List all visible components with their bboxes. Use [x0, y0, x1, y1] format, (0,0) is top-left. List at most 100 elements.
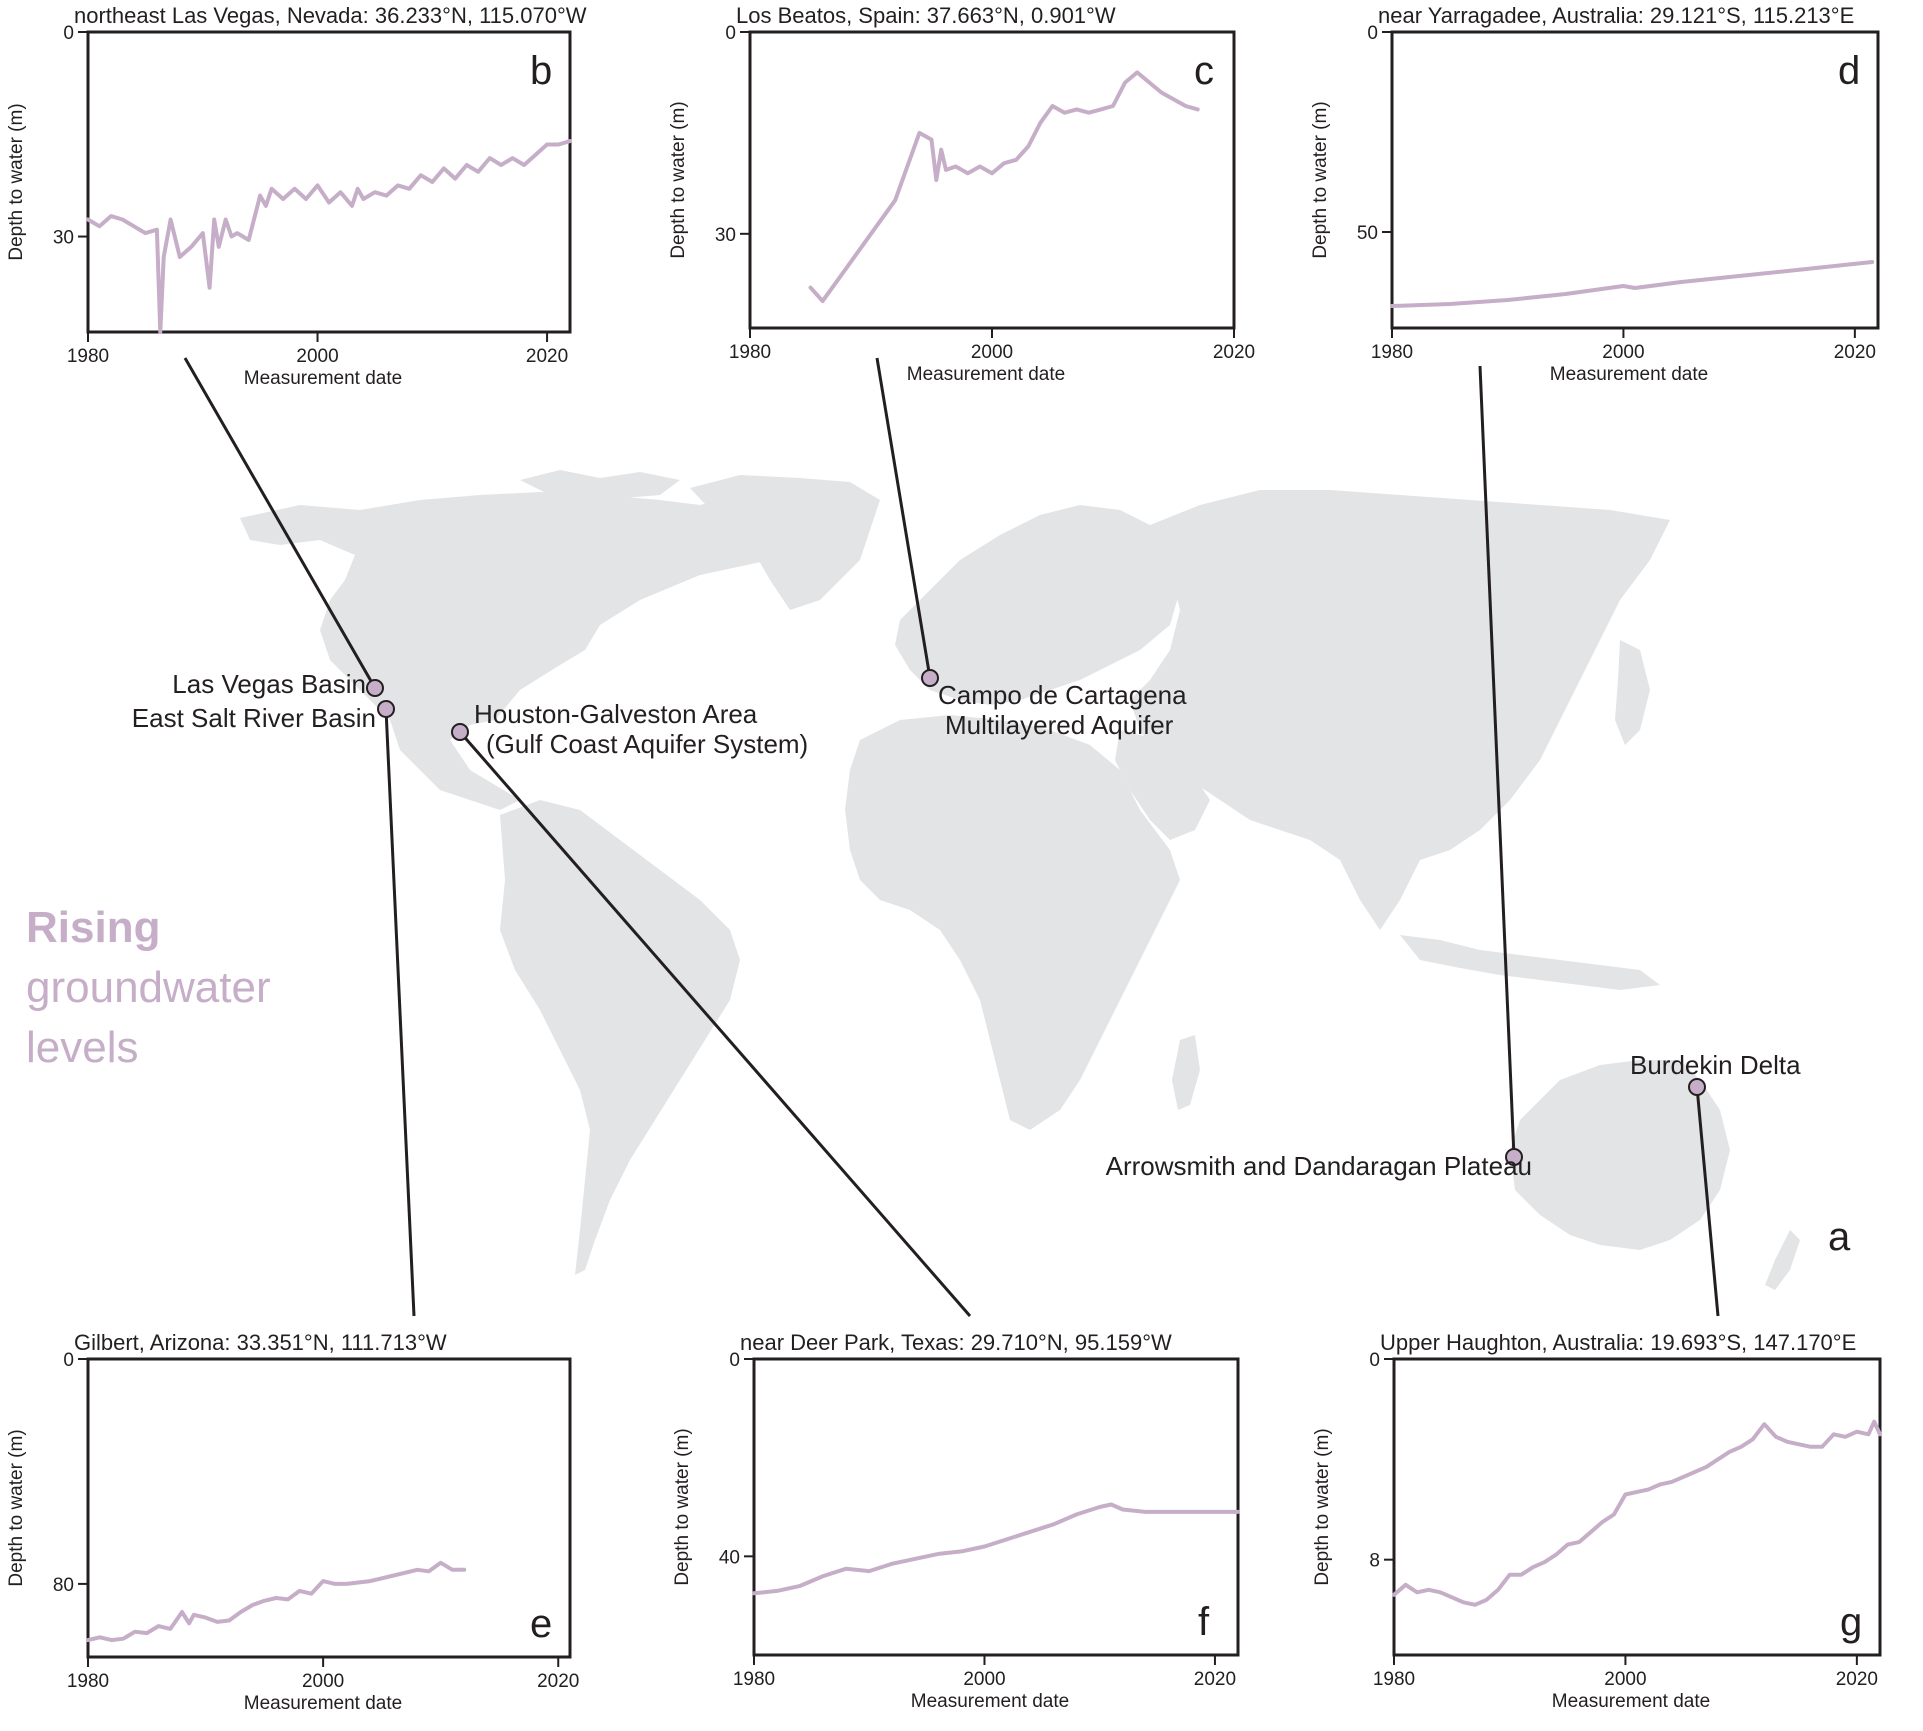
- chart-panels: northeast Las Vegas, Nevada: 36.233°N, 1…: [6, 3, 1882, 1714]
- y-axis-label-b: Depth to water (m): [6, 103, 27, 260]
- y-axis-label-d: Depth to water (m): [1310, 101, 1331, 258]
- chart-title-c: Los Beatos, Spain: 37.663°N, 0.901°W: [736, 3, 1116, 28]
- chart-panel-c: Los Beatos, Spain: 37.663°N, 0.901°W c 198…: [668, 3, 1255, 385]
- y-tick-label-d-0: 0: [1367, 23, 1378, 44]
- y-tick-label-g-0: 0: [1369, 1350, 1380, 1371]
- site-marker-arrowsmith[interactable]: [1505, 1148, 1523, 1166]
- legend: Rising groundwater levels: [26, 903, 271, 1072]
- site-label-arrowsmith: Arrowsmith and Dandaragan Plateau: [1106, 1151, 1532, 1181]
- x-tick-label-f-0: 1980: [733, 1669, 775, 1690]
- site-label-houston: Houston-Galveston Area: [474, 699, 758, 729]
- chart-title-g: Upper Haughton, Australia: 19.693°S, 147…: [1380, 1330, 1856, 1355]
- series-line-f: [752, 1502, 1240, 1596]
- y-tick-label-c-0: 0: [725, 23, 736, 44]
- x-tick-label-f-1: 2000: [963, 1669, 1005, 1690]
- x-tick-label-d-0: 1980: [1371, 342, 1413, 363]
- plot-frame-g: [1392, 1357, 1882, 1657]
- panel-letter-f: f: [1198, 1600, 1210, 1644]
- panel-letter-e: e: [530, 1602, 552, 1646]
- x-tick-label-d-1: 2000: [1602, 342, 1644, 363]
- chart-title-b: northeast Las Vegas, Nevada: 36.233°N, 1…: [74, 3, 587, 28]
- x-tick-label-b-1: 2000: [296, 346, 338, 367]
- x-axis-label-b: Measurement date: [244, 368, 402, 389]
- y-tick-label-c-1: 30: [715, 225, 736, 246]
- x-tick-label-f-2: 2020: [1194, 1669, 1236, 1690]
- sites: Las Vegas Basin East Salt River Basin Ho…: [132, 669, 1801, 1181]
- indonesia-landmass: [1400, 935, 1660, 990]
- x-tick-label-c-2: 2020: [1213, 342, 1255, 363]
- legend-line-2: groundwater: [26, 963, 271, 1012]
- north-america-landmass: [240, 490, 800, 810]
- chart-panel-e: Gilbert, Arizona: 33.351°N, 111.713°W e 19…: [6, 1330, 579, 1714]
- site-marker-cartagena[interactable]: [921, 669, 939, 687]
- madagascar-landmass: [1172, 1035, 1200, 1110]
- y-tick-label-f-1: 40: [719, 1547, 740, 1568]
- plot-frame-b: [86, 30, 572, 334]
- site-label-las-vegas: Las Vegas Basin: [172, 669, 366, 699]
- x-tick-label-g-1: 2000: [1604, 1669, 1646, 1690]
- chart-panel-b: northeast Las Vegas, Nevada: 36.233°N, 1…: [6, 3, 587, 389]
- chart-title-e: Gilbert, Arizona: 33.351°N, 111.713°W: [74, 1330, 447, 1355]
- site-marker-east-salt-river[interactable]: [377, 700, 395, 718]
- y-tick-label-b-1: 30: [53, 228, 74, 249]
- x-axis-label-d: Measurement date: [1550, 364, 1708, 385]
- africa-landmass: [845, 715, 1180, 1130]
- site-label-cartagena-2: Multilayered Aquifer: [945, 710, 1174, 740]
- site-marker-houston[interactable]: [451, 723, 469, 741]
- leader-line-b: [183, 357, 377, 689]
- arctic-islands: [520, 470, 680, 500]
- map-panel-letter: a: [1828, 1215, 1851, 1259]
- x-tick-label-b-0: 1980: [67, 346, 109, 367]
- series-line-d: [1390, 260, 1875, 308]
- leader-lines: [183, 357, 1720, 1317]
- site-label-houston-2: (Gulf Coast Aquifer System): [486, 729, 808, 759]
- site-label-east-salt-river: East Salt River Basin: [132, 703, 376, 733]
- y-tick-label-d-1: 50: [1357, 223, 1378, 244]
- panel-letter-c: c: [1194, 49, 1214, 93]
- x-axis-label-f: Measurement date: [911, 1691, 1069, 1712]
- y-axis-label-e: Depth to water (m): [6, 1429, 27, 1586]
- x-tick-label-e-2: 2020: [537, 1671, 579, 1692]
- series-line-e: [86, 1560, 467, 1643]
- series-line-c: [808, 70, 1200, 304]
- x-tick-label-b-2: 2020: [526, 346, 568, 367]
- plot-frame-f: [752, 1357, 1240, 1657]
- plot-frame-e: [86, 1357, 572, 1659]
- panel-letter-d: d: [1838, 49, 1860, 93]
- y-tick-label-g-1: 8: [1369, 1551, 1380, 1572]
- x-tick-label-d-2: 2020: [1834, 342, 1876, 363]
- chart-panel-g: Upper Haughton, Australia: 19.693°S, 147…: [1312, 1330, 1882, 1712]
- y-tick-label-e-1: 80: [53, 1575, 74, 1596]
- x-tick-label-c-0: 1980: [729, 342, 771, 363]
- site-label-burdekin: Burdekin Delta: [1630, 1050, 1801, 1080]
- arabia-landmass: [1115, 730, 1210, 840]
- x-tick-label-c-1: 2000: [971, 342, 1013, 363]
- y-axis-label-f: Depth to water (m): [672, 1428, 693, 1585]
- y-tick-label-b-0: 0: [63, 23, 74, 44]
- japan-landmass: [1615, 640, 1650, 745]
- chart-panel-f: near Deer Park, Texas: 29.710°N, 95.159°…: [672, 1330, 1240, 1712]
- panel-letter-g: g: [1840, 1600, 1862, 1644]
- panel-letter-b: b: [530, 49, 552, 93]
- x-tick-label-g-0: 1980: [1373, 1669, 1415, 1690]
- south-america-landmass: [500, 800, 740, 1275]
- y-axis-label-c: Depth to water (m): [668, 101, 689, 258]
- site-marker-las-vegas[interactable]: [366, 679, 384, 697]
- legend-line-3: levels: [26, 1023, 139, 1072]
- site-marker-burdekin[interactable]: [1688, 1078, 1706, 1096]
- leader-line-d: [1478, 365, 1516, 1158]
- x-axis-label-c: Measurement date: [907, 364, 1065, 385]
- chart-title-f: near Deer Park, Texas: 29.710°N, 95.159°…: [740, 1330, 1172, 1355]
- x-tick-label-e-1: 2000: [302, 1671, 344, 1692]
- y-tick-label-f-0: 0: [729, 1350, 740, 1371]
- legend-line-1: Rising: [26, 903, 160, 952]
- asia-landmass: [1130, 490, 1670, 930]
- leader-line-e: [384, 708, 416, 1317]
- site-label-cartagena: Campo de Cartagena: [938, 680, 1187, 710]
- series-line-g: [1392, 1419, 1882, 1607]
- greenland-landmass: [690, 475, 880, 610]
- plot-frame-c: [748, 30, 1236, 330]
- leader-line-g: [1695, 1086, 1720, 1317]
- plot-frame-d: [1390, 30, 1880, 330]
